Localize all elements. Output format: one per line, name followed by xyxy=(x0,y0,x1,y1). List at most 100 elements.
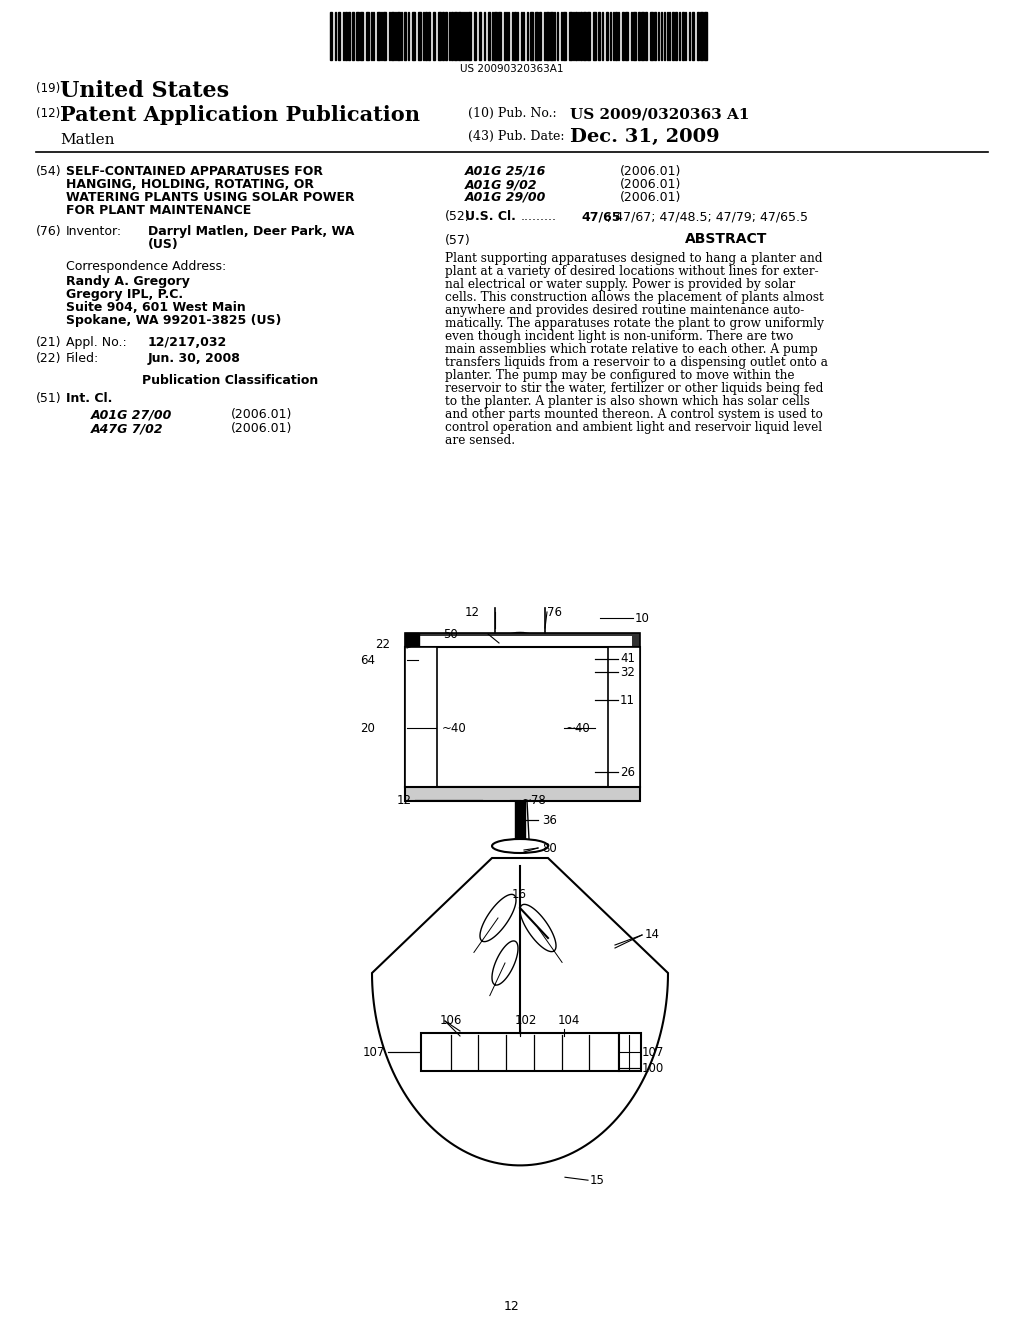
Bar xyxy=(445,12,447,59)
Text: Randy A. Gregory: Randy A. Gregory xyxy=(66,275,189,288)
Text: to the planter. A planter is also shown which has solar cells: to the planter. A planter is also shown … xyxy=(445,395,810,408)
Text: (51): (51) xyxy=(36,392,61,405)
Text: ; 47/67; 47/48.5; 47/79; 47/65.5: ; 47/67; 47/48.5; 47/79; 47/65.5 xyxy=(607,210,808,223)
Bar xyxy=(654,12,656,59)
Text: 26: 26 xyxy=(620,766,635,779)
Bar xyxy=(550,12,553,59)
Bar xyxy=(515,801,525,840)
Bar xyxy=(697,12,699,59)
Text: 107: 107 xyxy=(362,1045,385,1059)
Bar xyxy=(406,634,419,647)
Bar xyxy=(356,12,359,59)
Text: 106: 106 xyxy=(440,1015,463,1027)
Text: anywhere and provides desired routine maintenance auto-: anywhere and provides desired routine ma… xyxy=(445,304,804,317)
Bar xyxy=(622,12,624,59)
Text: planter. The pump may be configured to move within the: planter. The pump may be configured to m… xyxy=(445,370,795,381)
Bar xyxy=(458,12,461,59)
Text: 14: 14 xyxy=(645,928,660,941)
Text: Jun. 30, 2008: Jun. 30, 2008 xyxy=(148,352,241,366)
Bar xyxy=(488,12,490,59)
Text: 41: 41 xyxy=(620,652,635,665)
Text: (52): (52) xyxy=(445,210,471,223)
Text: (US): (US) xyxy=(148,238,179,251)
Bar xyxy=(406,634,640,647)
Text: and other parts mounted thereon. A control system is used to: and other parts mounted thereon. A contr… xyxy=(445,408,823,421)
Text: 76: 76 xyxy=(547,606,562,619)
Polygon shape xyxy=(372,858,668,1166)
Text: (12): (12) xyxy=(36,107,60,120)
Bar xyxy=(348,12,350,59)
Text: A01G 27/00: A01G 27/00 xyxy=(91,408,172,421)
Bar xyxy=(438,12,441,59)
Text: Publication Classification: Publication Classification xyxy=(142,374,318,387)
Text: A01G 9/02: A01G 9/02 xyxy=(465,178,538,191)
Text: 32: 32 xyxy=(620,665,635,678)
Text: 107: 107 xyxy=(642,1045,665,1059)
Text: WATERING PLANTS USING SOLAR POWER: WATERING PLANTS USING SOLAR POWER xyxy=(66,191,354,205)
Text: SELF-CONTAINED APPARATUSES FOR: SELF-CONTAINED APPARATUSES FOR xyxy=(66,165,323,178)
Text: 104: 104 xyxy=(558,1015,581,1027)
Bar xyxy=(700,12,703,59)
Text: (2006.01): (2006.01) xyxy=(231,422,293,436)
Bar xyxy=(587,12,590,59)
Text: matically. The apparatuses rotate the plant to grow uniformly: matically. The apparatuses rotate the pl… xyxy=(445,317,824,330)
Text: 10: 10 xyxy=(635,611,650,624)
Bar xyxy=(633,12,636,59)
Text: ~78: ~78 xyxy=(522,793,547,807)
Text: even though incident light is non-uniform. There are two: even though incident light is non-unifor… xyxy=(445,330,794,343)
Text: nal electrical or water supply. Power is provided by solar: nal electrical or water supply. Power is… xyxy=(445,279,796,290)
Text: 50: 50 xyxy=(443,627,458,640)
Bar xyxy=(421,1034,618,1071)
Text: 102: 102 xyxy=(515,1015,538,1027)
Text: US 20090320363A1: US 20090320363A1 xyxy=(460,63,564,74)
Bar xyxy=(468,12,471,59)
Bar xyxy=(625,12,628,59)
Text: Int. Cl.: Int. Cl. xyxy=(66,392,113,405)
Bar xyxy=(442,12,444,59)
Text: (22): (22) xyxy=(36,352,61,366)
Bar xyxy=(404,12,406,59)
Text: ~40: ~40 xyxy=(442,722,467,734)
Bar xyxy=(360,12,362,59)
Bar xyxy=(682,12,684,59)
Text: Matlen: Matlen xyxy=(60,133,115,147)
Text: United States: United States xyxy=(60,81,229,102)
Bar xyxy=(451,12,453,59)
Bar xyxy=(425,12,427,59)
Text: (76): (76) xyxy=(36,224,61,238)
Bar xyxy=(593,12,596,59)
Text: 47/65: 47/65 xyxy=(581,210,621,223)
Text: A01G 29/00: A01G 29/00 xyxy=(465,191,547,205)
Text: (2006.01): (2006.01) xyxy=(620,191,681,205)
Bar xyxy=(406,787,640,801)
Text: FOR PLANT MAINTENANCE: FOR PLANT MAINTENANCE xyxy=(66,205,251,216)
Text: (21): (21) xyxy=(36,337,61,348)
Bar xyxy=(563,12,566,59)
Text: Appl. No.:: Appl. No.: xyxy=(66,337,127,348)
Text: (2006.01): (2006.01) xyxy=(620,178,681,191)
Text: are sensed.: are sensed. xyxy=(445,434,515,447)
Bar xyxy=(397,12,400,59)
Text: U.S. Cl.: U.S. Cl. xyxy=(465,210,516,223)
Bar xyxy=(383,12,386,59)
Text: Suite 904, 601 West Main: Suite 904, 601 West Main xyxy=(66,301,246,314)
Text: 15: 15 xyxy=(590,1173,605,1187)
Bar xyxy=(406,647,640,787)
Bar xyxy=(377,12,380,59)
Text: 12: 12 xyxy=(397,793,412,807)
Text: HANGING, HOLDING, ROTATING, OR: HANGING, HOLDING, ROTATING, OR xyxy=(66,178,314,191)
Text: 12/217,032: 12/217,032 xyxy=(148,337,227,348)
Text: 16: 16 xyxy=(512,888,527,902)
Text: (54): (54) xyxy=(36,165,61,178)
Bar xyxy=(705,12,707,59)
Bar xyxy=(474,12,476,59)
Text: 80: 80 xyxy=(542,842,557,854)
Bar xyxy=(546,12,549,59)
Bar xyxy=(583,12,586,59)
Text: (57): (57) xyxy=(445,234,471,247)
Bar xyxy=(618,1034,641,1071)
Text: 11: 11 xyxy=(620,693,635,706)
Text: .........: ......... xyxy=(521,210,557,223)
Text: (19): (19) xyxy=(36,82,60,95)
Bar xyxy=(641,12,644,59)
